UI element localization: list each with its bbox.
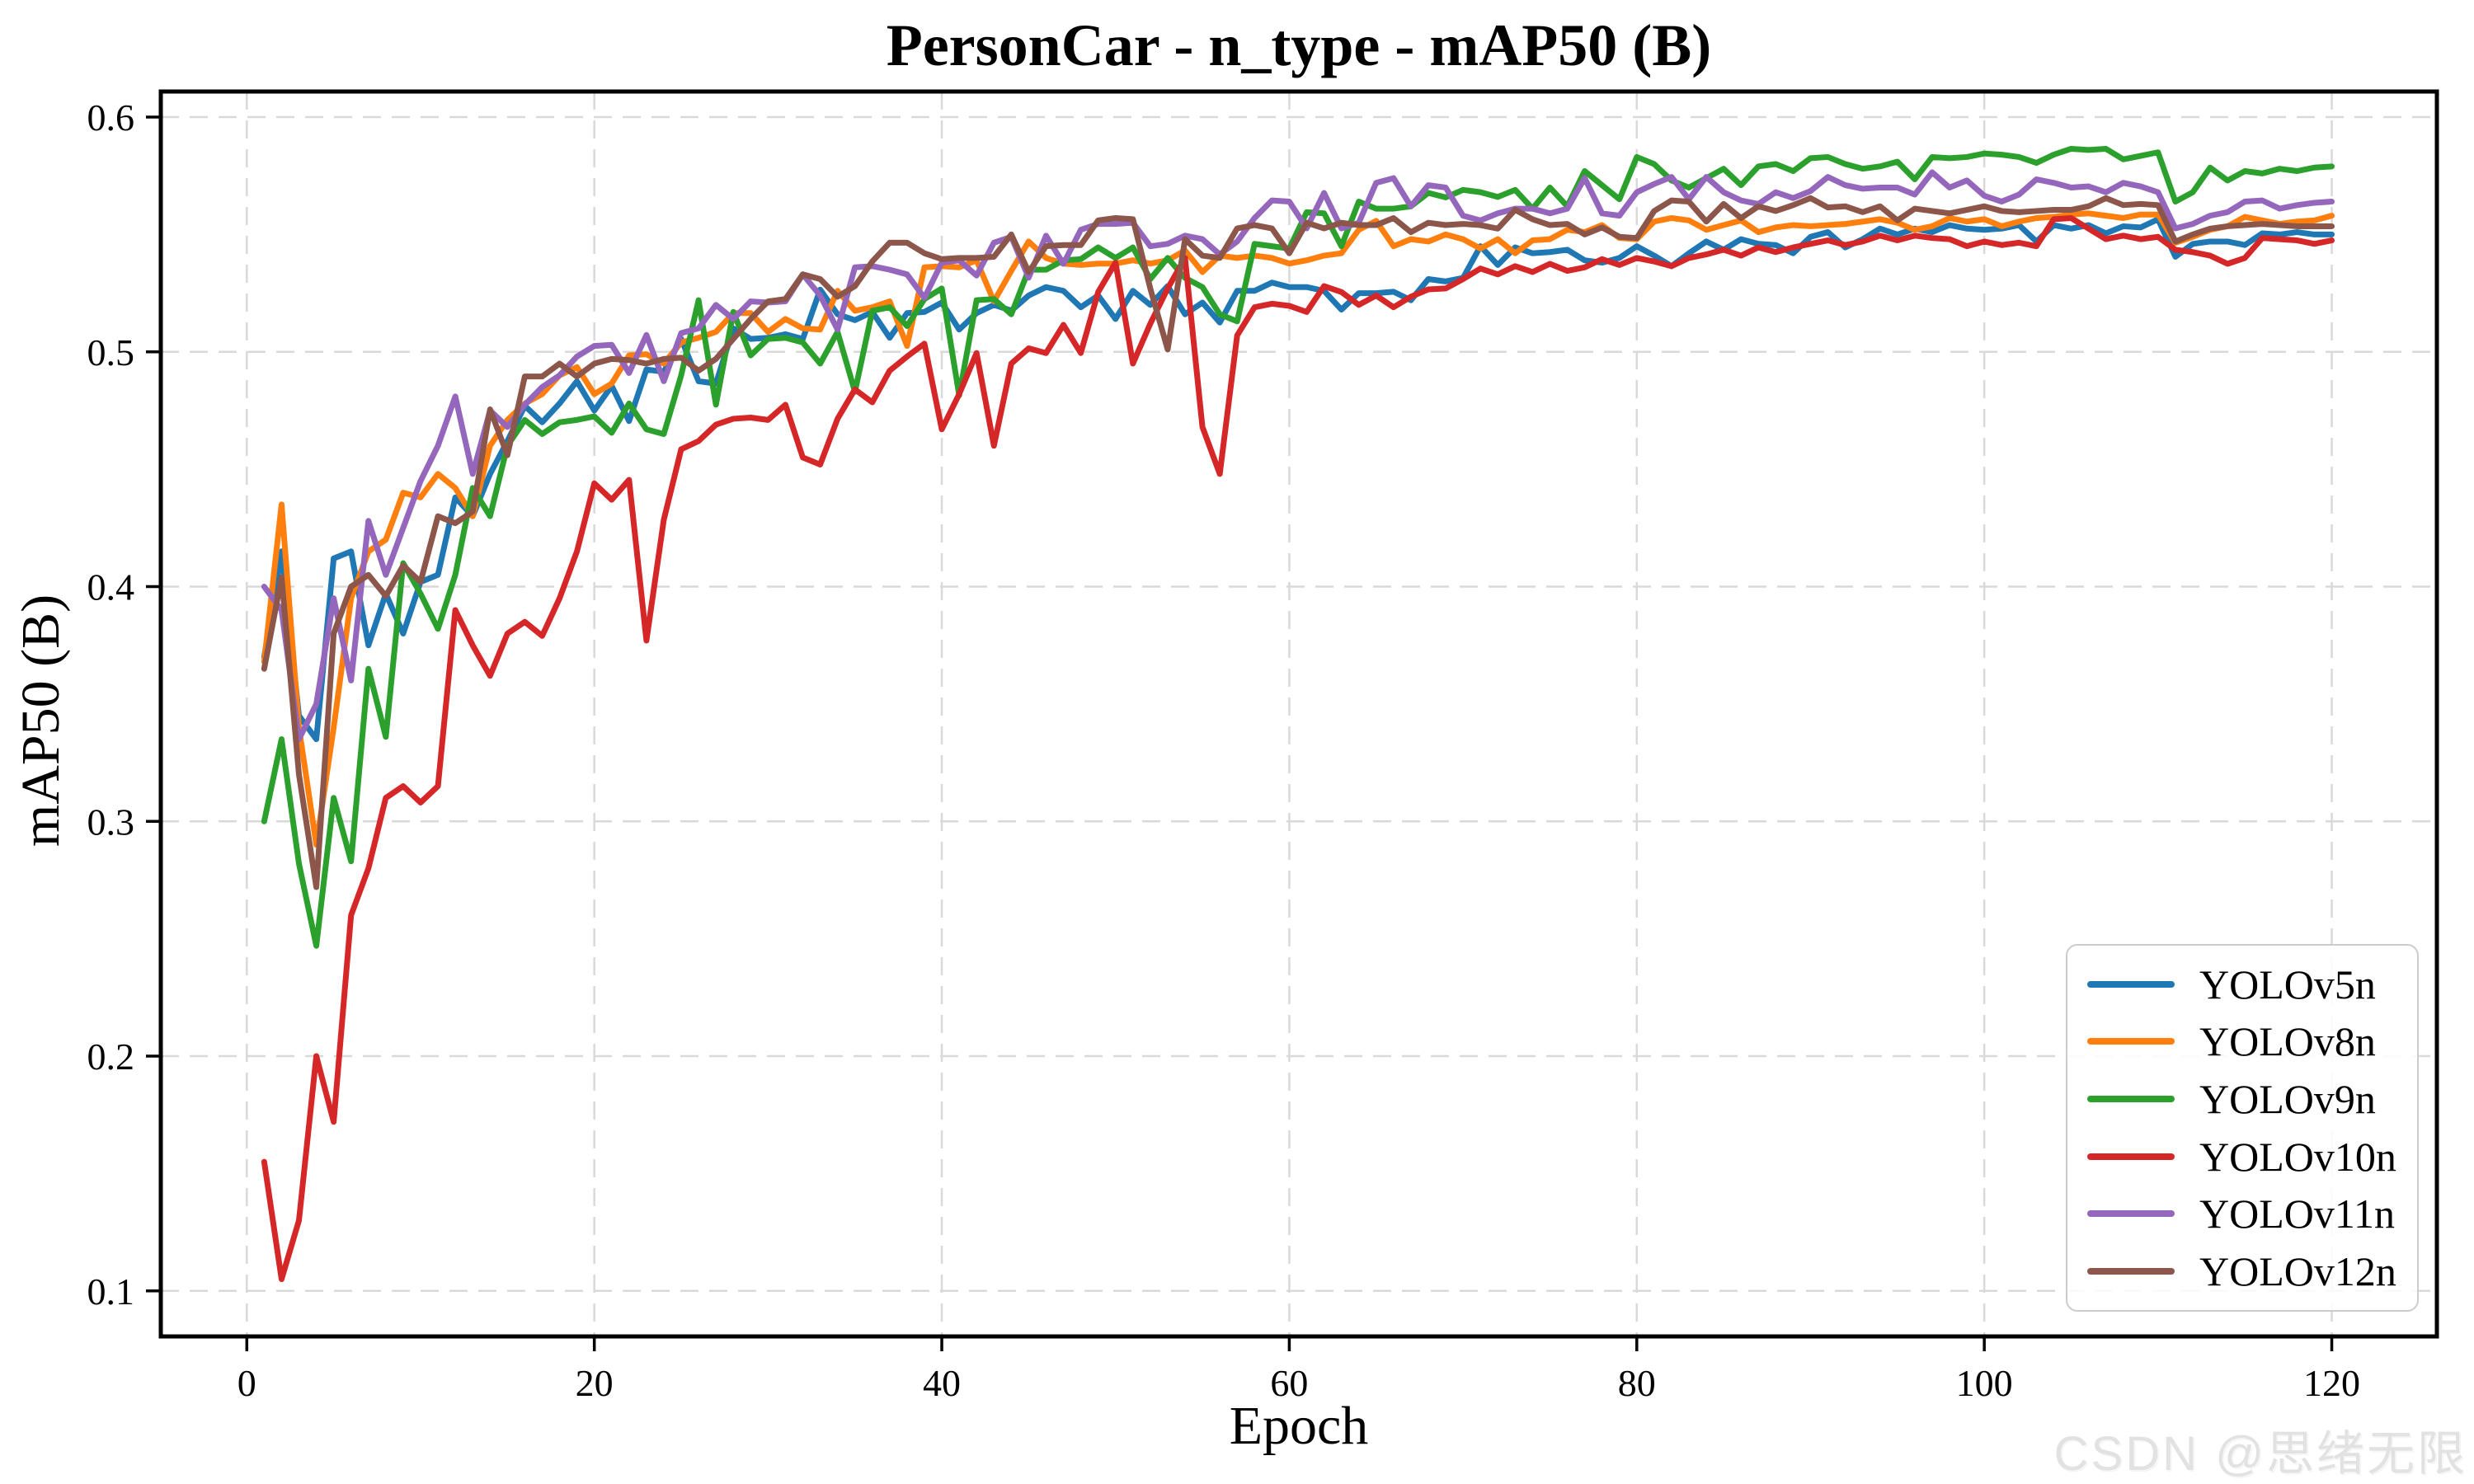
- legend-label: YOLOv11n: [2199, 1190, 2396, 1237]
- legend-label: YOLOv12n: [2199, 1248, 2396, 1295]
- series-line-YOLOv11n: [261, 169, 2335, 743]
- legend-swatch-YOLOv5n: [2087, 980, 2175, 988]
- y-axis-label: mAP50 (B): [11, 594, 71, 848]
- x-axis-label: Epoch: [1229, 1396, 1369, 1456]
- y-tick-label: 0.4: [87, 566, 135, 608]
- legend-swatch-YOLOv9n: [2087, 1096, 2175, 1103]
- legend-swatch-YOLOv11n: [2087, 1210, 2175, 1218]
- legend-swatch-YOLOv12n: [2087, 1268, 2175, 1275]
- x-tick-label: 20: [576, 1362, 614, 1404]
- series-line-YOLOv8n: [261, 210, 2335, 848]
- x-tick-label: 80: [1618, 1362, 1656, 1404]
- legend-item-YOLOv10n: YOLOv10n: [2087, 1133, 2409, 1181]
- watermark: CSDN @思绪无限: [2053, 1427, 2467, 1481]
- x-tick-label: 120: [2303, 1362, 2360, 1404]
- series-line-YOLOv10n: [261, 214, 2335, 1283]
- legend-label: YOLOv10n: [2199, 1133, 2396, 1180]
- legend-item-YOLOv12n: YOLOv12n: [2087, 1247, 2409, 1295]
- legend-label: YOLOv5n: [2199, 960, 2376, 1007]
- legend-swatch-YOLOv8n: [2087, 1038, 2175, 1045]
- series-line-YOLOv9n: [261, 145, 2335, 949]
- legend-box: YOLOv5n YOLOv8n YOLOv9n YOLOv10n YOLOv11n YOL…: [2066, 944, 2419, 1312]
- x-tick-label: 40: [923, 1362, 961, 1404]
- y-tick-label: 0.1: [87, 1270, 135, 1313]
- series-line-YOLOv5n: [261, 216, 2335, 743]
- y-tick-label: 0.2: [87, 1036, 135, 1078]
- x-tick-label: 100: [1956, 1362, 2013, 1404]
- y-tick-label: 0.3: [87, 801, 135, 843]
- legend-swatch-YOLOv10n: [2087, 1153, 2175, 1160]
- series-line-YOLOv12n: [261, 195, 2335, 890]
- y-tick-label: 0.5: [87, 331, 135, 373]
- y-tick-label: 0.6: [87, 96, 135, 139]
- x-tick-label: 0: [238, 1362, 256, 1404]
- legend-item-YOLOv9n: YOLOv9n: [2087, 1075, 2409, 1123]
- x-tick-label: 60: [1270, 1362, 1308, 1404]
- plot-border: [158, 89, 2439, 1339]
- legend-item-YOLOv5n: YOLOv5n: [2087, 960, 2409, 1008]
- legend-label: YOLOv8n: [2199, 1018, 2376, 1065]
- chart-title: PersonCar - n_type - mAP50 (B): [886, 12, 1712, 78]
- legend-item-YOLOv11n: YOLOv11n: [2087, 1190, 2409, 1237]
- legend-item-YOLOv8n: YOLOv8n: [2087, 1017, 2409, 1065]
- legend-label: YOLOv9n: [2199, 1076, 2376, 1123]
